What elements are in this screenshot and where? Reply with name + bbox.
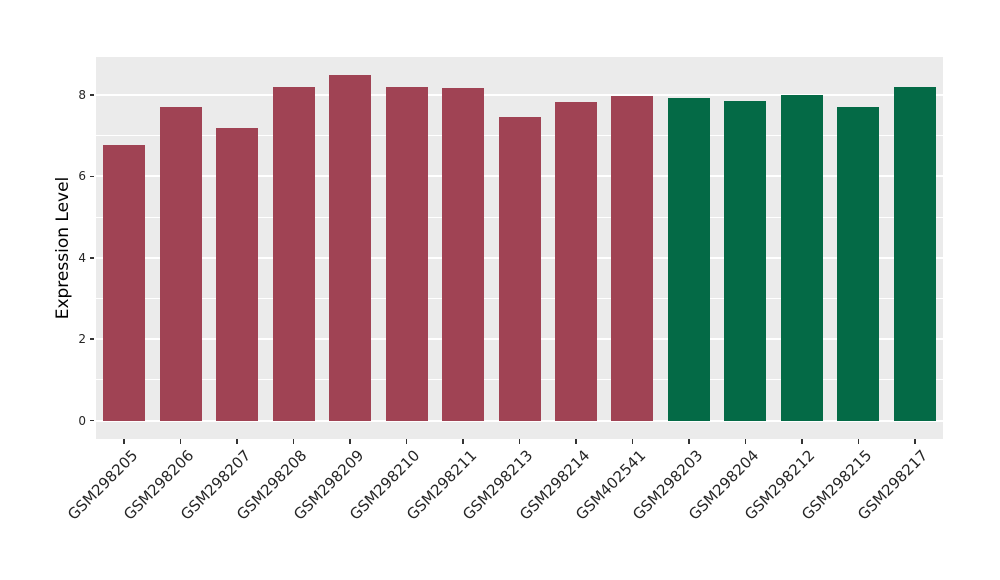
bar-GSM298213 — [498, 116, 541, 421]
x-tick-mark — [914, 439, 916, 444]
bar-GSM298210 — [385, 86, 428, 421]
x-tick-mark — [236, 439, 238, 444]
y-tick-mark — [90, 175, 94, 178]
bar-GSM298206 — [159, 107, 202, 421]
y-tick-label: 8 — [78, 87, 86, 102]
x-tick-mark — [744, 439, 747, 444]
x-tick-mark — [462, 439, 464, 444]
bar-GSM298203 — [667, 98, 710, 421]
bar-GSM298211 — [442, 87, 485, 421]
y-tick-mark — [90, 94, 94, 96]
x-tick-mark — [292, 439, 295, 444]
bar-GSM298215 — [837, 107, 880, 421]
major-gridline — [96, 419, 943, 422]
x-tick-mark — [405, 439, 408, 444]
x-tick-mark — [123, 439, 125, 444]
major-gridline — [96, 93, 943, 96]
y-tick-mark — [90, 419, 94, 422]
bar-GSM298212 — [780, 94, 823, 421]
x-tick-mark — [518, 439, 521, 444]
bar-GSM402541 — [611, 96, 654, 421]
x-tick-mark — [349, 439, 351, 444]
bar-GSM298204 — [724, 101, 767, 421]
bar-GSM298209 — [329, 74, 372, 421]
bar-GSM298208 — [272, 87, 315, 421]
y-tick-mark — [90, 338, 94, 340]
bar-GSM298205 — [103, 144, 146, 421]
y-tick-label: 2 — [78, 331, 86, 346]
x-tick-mark — [857, 439, 860, 444]
bar-GSM298217 — [893, 87, 936, 421]
y-tick-label: 4 — [78, 250, 86, 265]
x-tick-mark — [801, 439, 803, 444]
bar-GSM298214 — [554, 102, 597, 421]
y-tick-label: 6 — [78, 169, 86, 184]
x-tick-mark — [688, 439, 690, 444]
x-tick-mark — [179, 439, 182, 444]
plot-panel — [96, 57, 943, 439]
bar-GSM298207 — [216, 127, 259, 421]
y-tick-mark — [90, 257, 94, 259]
y-axis-title: Expression Level — [53, 176, 73, 320]
x-tick-mark — [631, 439, 634, 444]
x-tick-mark — [575, 439, 577, 444]
y-tick-label: 0 — [78, 413, 86, 428]
